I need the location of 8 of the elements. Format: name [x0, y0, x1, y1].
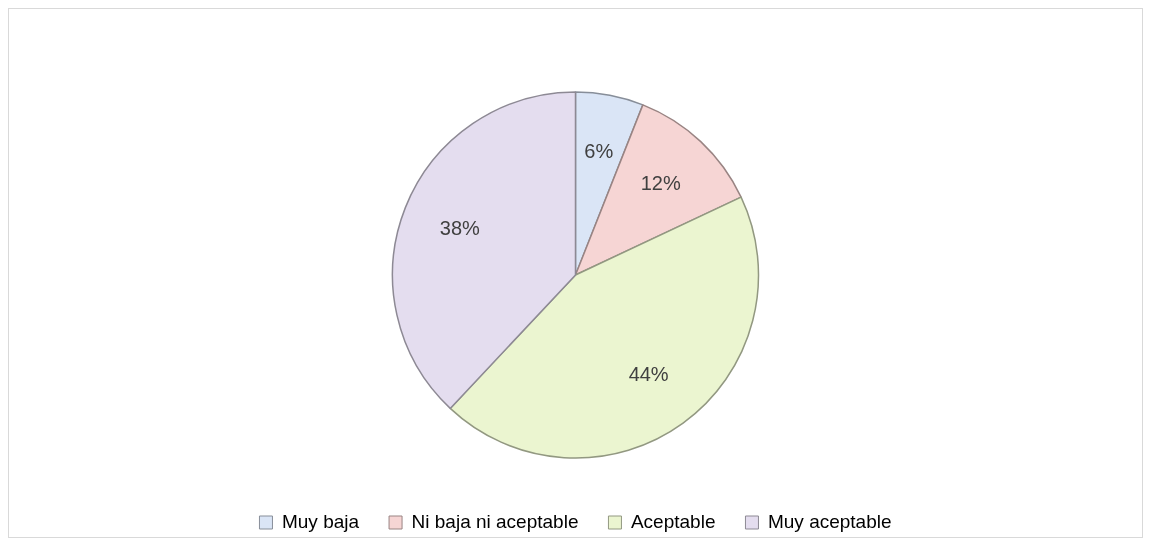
data-label: 12%	[640, 171, 681, 194]
legend-label: Muy aceptable	[767, 510, 892, 532]
data-label: 6%	[584, 140, 614, 163]
legend-label: Ni baja ni aceptable	[411, 510, 579, 532]
legend-label: Muy baja	[281, 510, 360, 532]
legend-label: Aceptable	[630, 510, 716, 532]
data-label: 44%	[628, 363, 669, 386]
data-label: 38%	[439, 216, 481, 239]
